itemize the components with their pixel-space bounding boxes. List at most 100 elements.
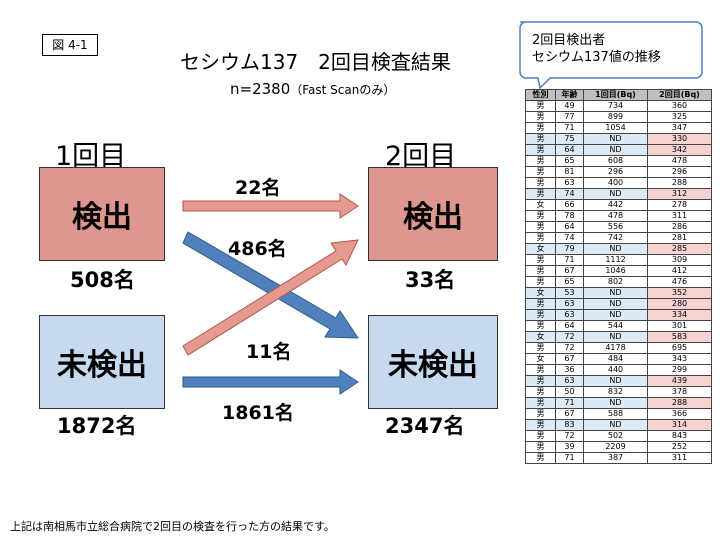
table-cell: 742 [583,232,648,244]
table-cell: 330 [647,133,712,145]
table-cell: 67 [555,408,584,420]
table-cell: 695 [647,342,712,354]
table-cell: 65 [555,276,584,288]
table-row: 男 50 832 378 [525,386,712,398]
table-cell: 男 [525,133,556,145]
arrow-detected-to-detected [182,193,359,219]
table-cell: 男 [525,265,556,277]
flow-label-undetected-to-detected: 11名 [246,341,292,363]
table-header-cell: 年齢 [555,89,584,101]
table-row: 女 79 ND 285 [525,243,712,255]
figure-label: 図 4-1 [42,34,98,56]
table-cell: 343 [647,353,712,365]
table-cell: 442 [583,199,648,211]
table-row: 女 67 484 343 [525,353,712,365]
table-row: 男 74 742 281 [525,232,712,244]
second-detected-count: 33名 [405,268,456,292]
table-cell: ND [583,375,648,387]
table-cell: 252 [647,441,712,453]
table-row: 男 81 296 296 [525,166,712,178]
table-row: 男 64 544 301 [525,320,712,332]
callout-line-2: セシウム137値の推移 [532,50,661,65]
table-cell: 360 [647,100,712,112]
table-cell: 476 [647,276,712,288]
table-cell: 1054 [583,122,648,134]
table-cell: ND [583,287,648,299]
table-body: 男 49 734 360 男 77 899 325 男 71 1054 347 男 75 ND 330 男 64 N… [525,100,712,464]
first-detected-box: 検出 [39,167,165,261]
table-cell: 74 [555,232,584,244]
table-cell: ND [583,419,648,431]
table-row: 男 78 478 311 [525,210,712,222]
table-cell: 502 [583,430,648,442]
table-cell: 女 [525,287,556,299]
table-row: 男 65 802 476 [525,276,712,288]
table-cell: 301 [647,320,712,332]
table-cell: 288 [647,397,712,409]
table-cell: 男 [525,155,556,167]
table-row: 男 71 387 311 [525,452,712,464]
table-cell: 49 [555,100,584,112]
table-cell: 63 [555,177,584,189]
table-cell: 4178 [583,342,648,354]
table-cell: ND [583,243,648,255]
table-cell: 387 [583,452,648,464]
table-header-row: 性別 年齢 1回目(Bq) 2回目(Bq) [525,89,712,101]
table-row: 男 39 2209 252 [525,441,712,453]
table-header-cell: 性別 [525,89,556,101]
table-cell: 女 [525,243,556,255]
table-cell: 男 [525,375,556,387]
subtitle-main: n=2380 [230,80,291,98]
table-cell: 男 [525,144,556,156]
table-cell: 583 [647,331,712,343]
table-cell: 325 [647,111,712,123]
table-header-cell: 2回目(Bq) [647,89,712,101]
table-cell: 71 [555,254,584,266]
table-cell: 296 [647,166,712,178]
table-cell: 男 [525,100,556,112]
table-cell: 366 [647,408,712,420]
table-cell: 79 [555,243,584,255]
table-row: 男 67 1046 412 [525,265,712,277]
table-cell: 75 [555,133,584,145]
table-cell: 男 [525,364,556,376]
table-cell: 男 [525,441,556,453]
table-cell: 67 [555,265,584,277]
table-cell: 男 [525,232,556,244]
table-cell: 74 [555,188,584,200]
table-cell: 女 [525,199,556,211]
table-cell: 36 [555,364,584,376]
table-cell: 男 [525,386,556,398]
table-cell: 286 [647,221,712,233]
table-cell: 64 [555,320,584,332]
table-cell: 男 [525,320,556,332]
flow-label-detected-to-detected: 22名 [235,177,281,199]
table-cell: 378 [647,386,712,398]
table-cell: 男 [525,452,556,464]
table-cell: 72 [555,342,584,354]
table-cell: 63 [555,375,584,387]
table-cell: 311 [647,210,712,222]
table-row: 男 71 ND 288 [525,397,712,409]
table-cell: 899 [583,111,648,123]
second-undetected-box: 未検出 [368,315,498,409]
table-cell: 299 [647,364,712,376]
table-cell: 544 [583,320,648,332]
first-detected-count: 508名 [70,268,135,292]
table-row: 男 71 1054 347 [525,122,712,134]
table-cell: 81 [555,166,584,178]
table-cell: 男 [525,298,556,310]
table-cell: 278 [647,199,712,211]
table-row: 男 77 899 325 [525,111,712,123]
table-row: 男 63 ND 334 [525,309,712,321]
table-row: 男 64 ND 342 [525,144,712,156]
footnote: 上記は南相馬市立総合病院で2回目の検査を行った方の結果です。 [10,520,335,533]
table-cell: 男 [525,408,556,420]
table-cell: 347 [647,122,712,134]
table-cell: 802 [583,276,648,288]
page-title: セシウム137 2回目検査結果 [180,50,451,74]
table-cell: 281 [647,232,712,244]
table-cell: 439 [647,375,712,387]
table-cell: 309 [647,254,712,266]
table-cell: 71 [555,122,584,134]
